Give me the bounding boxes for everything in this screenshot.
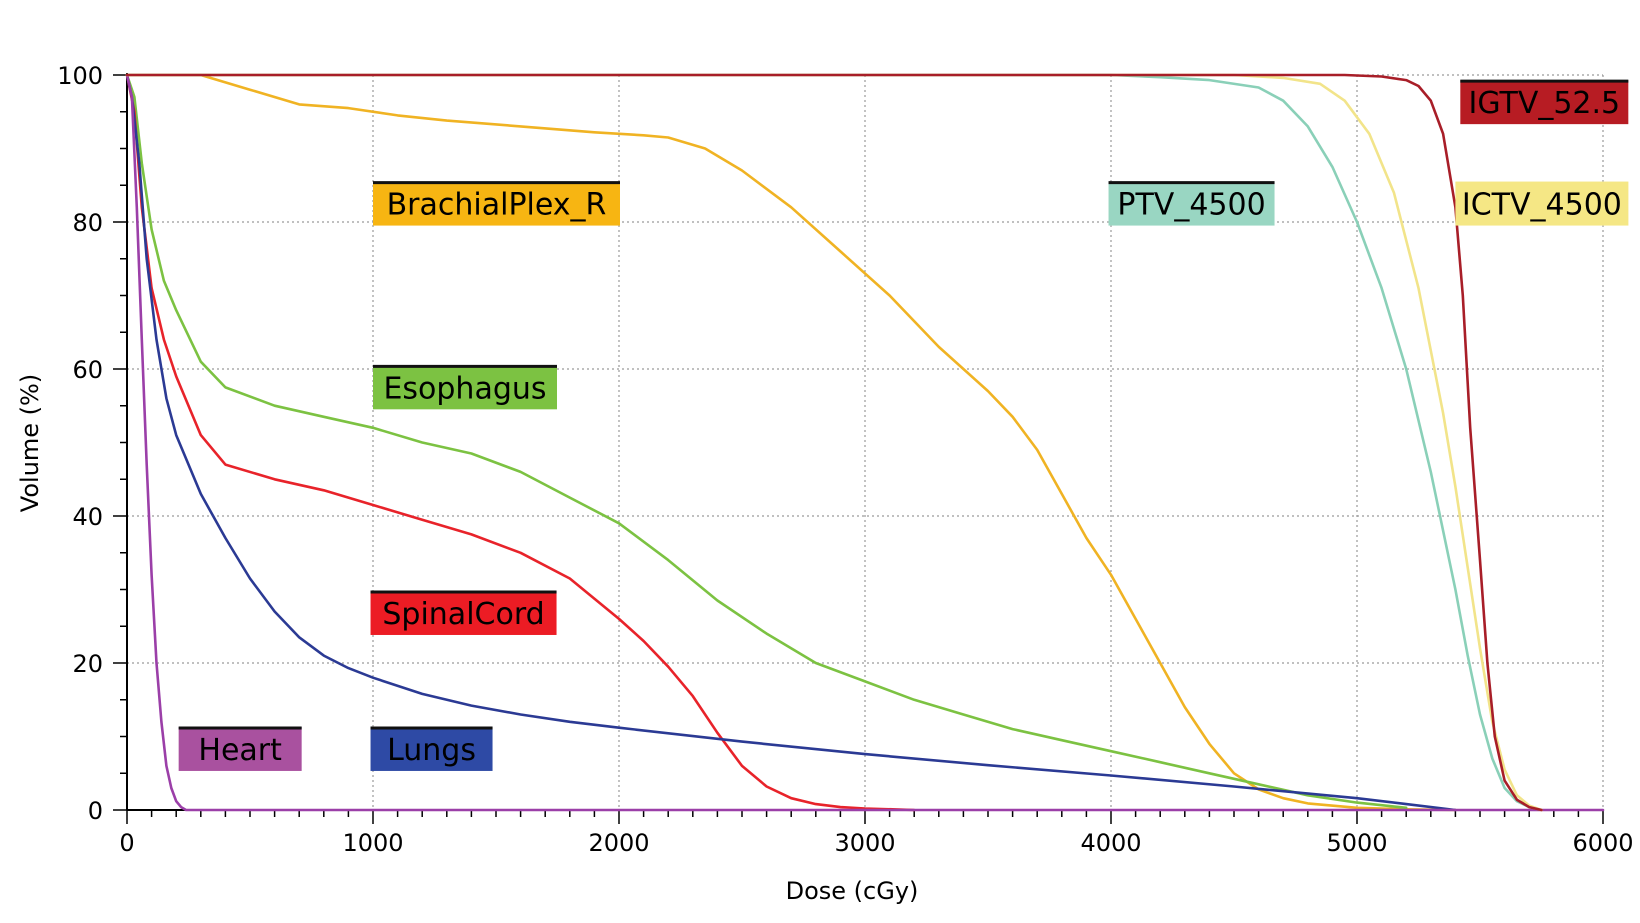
- series-label-box: [1108, 181, 1275, 226]
- series-label-text: PTV_4500: [1117, 188, 1265, 223]
- series-line-ptv-4500: [125, 73, 1543, 812]
- series-label-lungs: Lungs: [370, 726, 493, 771]
- y-tick-label-4: 80: [72, 209, 103, 237]
- series-label-box: [373, 181, 620, 226]
- axes: 0 1000 2000 3000 4000 5000 6000 0 20 40 60 80 100: [57, 62, 1633, 857]
- series-label-box: [373, 365, 557, 410]
- series-label-brachialplex-r: BrachialPlex_R: [373, 181, 620, 226]
- series-label-ictv-4500: ICTV_4500: [1455, 181, 1629, 226]
- series-label-text: IGTV_52.5: [1468, 86, 1620, 121]
- series-label-box: [370, 590, 557, 635]
- y-axis-title: Volume (%): [16, 374, 44, 512]
- series-label-igtv-52-5: IGTV_52.5: [1460, 79, 1629, 125]
- series-line-igtv-52-5: [125, 73, 1543, 812]
- x-axis-title: Dose (cGy): [786, 877, 919, 905]
- series-line-esophagus: [125, 73, 1408, 810]
- y-tick-label-1: 20: [72, 650, 103, 678]
- series-label-spinalcord: SpinalCord: [370, 590, 557, 635]
- series-label-esophagus: Esophagus: [373, 364, 557, 410]
- y-tick-label-3: 60: [72, 356, 103, 384]
- series-labels: BrachialPlex_R Esophagus SpinalCord Lungs He…: [178, 79, 1629, 771]
- y-tick-label-2: 40: [72, 503, 103, 531]
- x-tick-label-1: 1000: [342, 829, 403, 857]
- series-label-box: [178, 726, 302, 771]
- series-label-text: BrachialPlex_R: [387, 188, 607, 223]
- series-label-ptv-4500: PTV_4500: [1108, 181, 1275, 226]
- x-tick-label-2: 2000: [588, 829, 649, 857]
- series-label-box: [370, 726, 493, 771]
- x-tick-label-5: 5000: [1326, 829, 1387, 857]
- x-tick-label-0: 0: [119, 829, 134, 857]
- x-tick-label-3: 3000: [834, 829, 895, 857]
- series-line-heart: [125, 73, 1605, 812]
- y-tick-label-5: 100: [57, 62, 103, 90]
- x-tick-label-4: 4000: [1080, 829, 1141, 857]
- series-line-spinalcord: [125, 73, 916, 812]
- series-line-lungs: [125, 73, 1457, 812]
- grid: [127, 74, 1604, 810]
- series-line-ictv-4500: [125, 73, 1543, 812]
- series-label-text: Heart: [198, 733, 282, 768]
- series-label-text: ICTV_4500: [1462, 188, 1622, 223]
- x-tick-label-6: 6000: [1572, 829, 1633, 857]
- series-lines: [125, 73, 1605, 812]
- series-label-box: [1455, 181, 1629, 226]
- series-label-text: Esophagus: [383, 371, 546, 406]
- series-label-text: SpinalCord: [382, 597, 544, 632]
- series-label-box: [1460, 80, 1629, 125]
- y-tick-label-0: 0: [88, 797, 103, 825]
- series-label-text: Lungs: [387, 733, 476, 768]
- series-label-heart: Heart: [178, 726, 302, 771]
